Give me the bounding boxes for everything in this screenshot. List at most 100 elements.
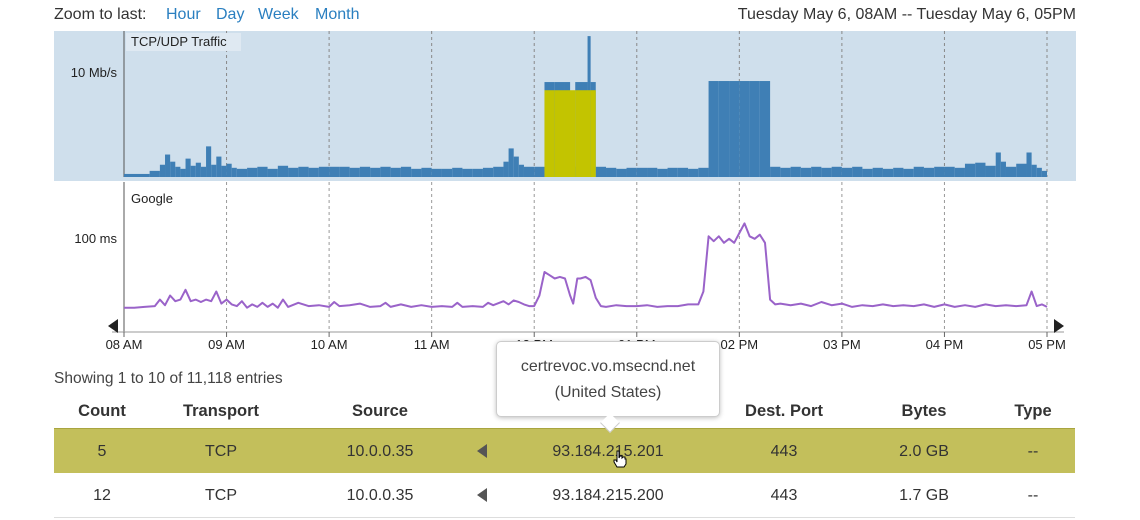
traffic-bar [903, 168, 914, 177]
latency-series-line [124, 222, 1048, 309]
x-tick-label: 09 AM [208, 337, 245, 352]
traffic-bar [1041, 170, 1047, 177]
traffic-bar [400, 166, 412, 177]
traffic-bar [636, 167, 648, 177]
zoom-hour-link[interactable]: Hour [166, 6, 201, 23]
traffic-bar [200, 166, 207, 177]
zoom-week-link[interactable]: Week [258, 6, 299, 23]
traffic-bar [277, 165, 289, 177]
header-transport[interactable]: Transport [182, 402, 260, 420]
cell-bytes: 1.7 GB [899, 487, 949, 504]
table-row[interactable]: 12 TCP 10.0.0.35 93.184.215.200 443 1.7 … [54, 473, 1075, 518]
traffic-bar [170, 161, 176, 177]
latency-y-tick-label: 100 ms [74, 231, 117, 246]
cell-count: 12 [93, 487, 111, 504]
cell-destination[interactable]: 93.184.215.201 [552, 443, 664, 460]
header-count[interactable]: Count [78, 402, 126, 420]
zoom-label: Zoom to last: [54, 6, 147, 23]
traffic-bar [236, 168, 248, 177]
latency-chart-line [124, 222, 1048, 309]
traffic-bar [165, 154, 171, 177]
table-row-selected[interactable]: 5 TCP 10.0.0.35 93.184.215.201 443 2.0 G… [54, 428, 1075, 473]
zoom-day-link[interactable]: Day [216, 6, 245, 23]
traffic-bar [821, 167, 832, 177]
traffic-bar [913, 166, 924, 177]
traffic-bar [482, 167, 494, 177]
traffic-bar [862, 168, 873, 177]
traffic-highlight-bar [554, 90, 565, 177]
x-tick-label: 03 PM [823, 337, 861, 352]
traffic-bar [288, 167, 299, 177]
table-header: Count Transport Source Dest. Port Bytes … [54, 398, 1075, 428]
traffic-bar [954, 167, 965, 177]
traffic-chart-grid [123, 31, 1048, 177]
traffic-bar [944, 166, 955, 177]
traffic-bar [493, 166, 504, 177]
traffic-bar [739, 81, 750, 177]
traffic-bar [441, 168, 453, 177]
traffic-bar [626, 167, 637, 177]
scroll-left-icon[interactable] [108, 319, 118, 333]
zoom-toolbar: Zoom to last: Hour Day Week Month Tuesda… [54, 6, 1076, 26]
latency-chart-background [54, 182, 1076, 332]
traffic-bar [216, 156, 222, 177]
traffic-bar [1036, 167, 1042, 177]
traffic-bar [759, 81, 771, 177]
traffic-bar [780, 167, 791, 177]
traffic-bar [149, 170, 160, 177]
traffic-highlight-bar [585, 90, 591, 177]
traffic-bar [1026, 152, 1032, 177]
traffic-bar [1005, 166, 1017, 177]
traffic-bar [318, 166, 330, 177]
tooltip-hostname: certrevoc.vo.msecnd.net [520, 358, 696, 375]
traffic-bar [180, 168, 186, 177]
x-tick-label: 11 AM [414, 337, 450, 352]
traffic-bar [211, 164, 217, 177]
traffic-bar [206, 146, 212, 177]
traffic-bar [1000, 161, 1006, 177]
traffic-bar [708, 81, 719, 177]
traffic-bar [718, 81, 730, 177]
traffic-bar [811, 166, 822, 177]
traffic-bar [872, 167, 883, 177]
traffic-bar [923, 167, 935, 177]
traffic-bar [698, 167, 709, 177]
header-dest-port[interactable]: Dest. Port [745, 402, 823, 420]
traffic-bar [452, 167, 463, 177]
header-source[interactable]: Source [352, 402, 408, 420]
header-bytes[interactable]: Bytes [901, 402, 947, 420]
traffic-bar [1016, 163, 1027, 177]
zoom-month-link[interactable]: Month [315, 6, 360, 23]
latency-chart-title: Google [131, 191, 173, 206]
traffic-bar [975, 162, 986, 177]
traffic-bar [267, 168, 278, 177]
traffic-bar [508, 148, 514, 177]
traffic-bar [175, 166, 181, 177]
cell-destination[interactable]: 93.184.215.200 [552, 487, 664, 504]
scroll-right-icon[interactable] [1054, 319, 1064, 333]
cell-dest-port: 443 [770, 443, 798, 460]
destination-tooltip: certrevoc.vo.msecnd.net (United States) [496, 341, 720, 417]
traffic-highlight-bar [544, 90, 555, 177]
traffic-bar [595, 166, 607, 177]
date-range: Tuesday May 6, 08AM -- Tuesday May 6, 05… [737, 6, 1076, 23]
traffic-bar [231, 167, 237, 177]
cell-transport: TCP [205, 443, 237, 460]
cell-bytes: 2.0 GB [899, 443, 949, 460]
traffic-chart-title-bg [126, 33, 241, 51]
traffic-bar [380, 166, 391, 177]
traffic-bar [647, 167, 658, 177]
header-type[interactable]: Type [1014, 402, 1052, 420]
traffic-bar [616, 168, 627, 177]
cell-source: 10.0.0.35 [346, 487, 414, 504]
traffic-bar [308, 167, 319, 177]
traffic-highlight-bar [564, 90, 576, 177]
traffic-bar [159, 164, 166, 177]
cell-source: 10.0.0.35 [346, 443, 414, 460]
cell-transport: TCP [205, 487, 237, 504]
traffic-highlight-bar [575, 90, 586, 177]
traffic-bar [339, 166, 350, 177]
traffic-bar [190, 165, 196, 177]
traffic-bar [882, 168, 894, 177]
traffic-bar [390, 167, 401, 177]
